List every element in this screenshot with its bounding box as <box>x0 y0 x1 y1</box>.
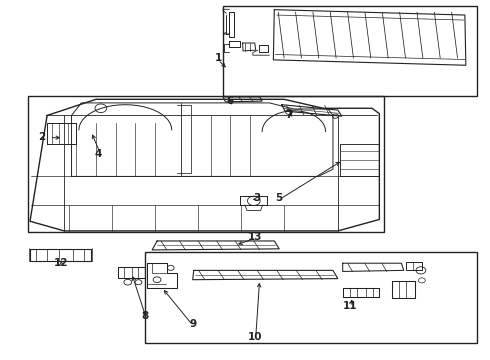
Text: 9: 9 <box>189 319 196 329</box>
Text: 2: 2 <box>39 132 46 142</box>
Text: 12: 12 <box>53 258 68 268</box>
Text: 5: 5 <box>275 193 283 203</box>
Text: 4: 4 <box>95 149 102 159</box>
Text: 3: 3 <box>254 193 261 203</box>
Bar <box>223 6 477 96</box>
Text: 13: 13 <box>247 232 262 242</box>
Text: 11: 11 <box>343 301 357 311</box>
Text: 8: 8 <box>142 311 149 321</box>
Text: 7: 7 <box>285 111 293 121</box>
Bar <box>145 252 477 343</box>
Text: 1: 1 <box>215 53 222 63</box>
Bar <box>27 96 384 232</box>
Text: 10: 10 <box>247 332 262 342</box>
Text: 6: 6 <box>227 96 234 106</box>
